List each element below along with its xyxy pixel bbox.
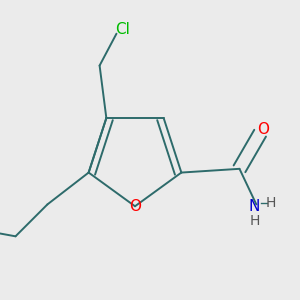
Text: O: O: [257, 122, 269, 137]
Text: H: H: [266, 196, 276, 210]
Text: H: H: [249, 214, 260, 228]
Text: O: O: [129, 199, 141, 214]
Text: Cl: Cl: [115, 22, 130, 37]
Text: N: N: [249, 199, 260, 214]
